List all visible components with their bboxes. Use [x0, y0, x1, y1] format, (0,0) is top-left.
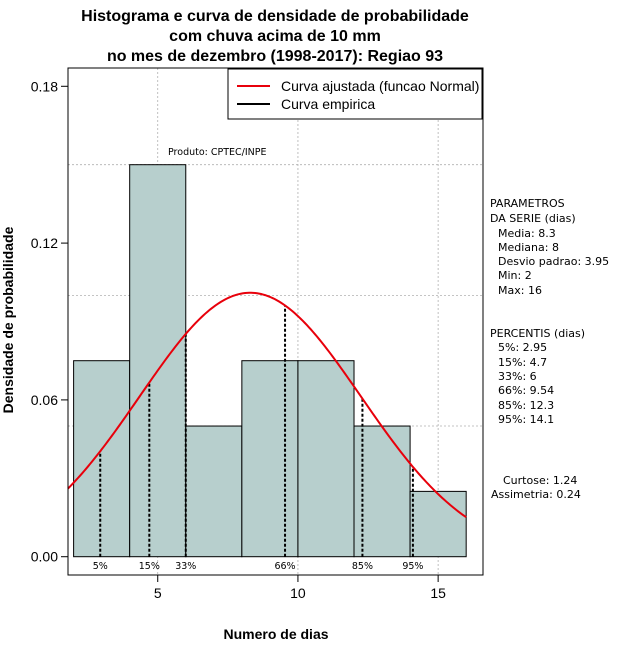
percentile-line: 5%: 2.95	[498, 341, 547, 354]
product-annotation: Produto: CPTEC/INPE	[168, 147, 267, 158]
normal-fit-curve	[67, 291, 467, 519]
percentile-label: 66%	[274, 561, 295, 572]
histogram-bars	[73, 164, 467, 558]
y-axis-label: Densidade de probabilidade	[0, 226, 16, 413]
percentile-label: 85%	[352, 561, 373, 572]
percentile-line: 66%: 9.54	[498, 384, 554, 397]
histogram-bar	[185, 425, 243, 558]
percentile-line: 95%: 14.1	[498, 413, 554, 426]
percentile-label: 95%	[402, 561, 423, 572]
legend-label-fit: Curva ajustada (funcao Normal)	[281, 78, 479, 94]
legend: Curva ajustada (funcao Normal) Curva emp…	[227, 68, 483, 120]
axes: 0.00 0.06 0.12 0.18 5 10 15	[31, 78, 446, 601]
x-axis-label: Numero de dias	[223, 626, 328, 642]
histogram-bar	[297, 360, 355, 558]
kurtosis-label: Curtose: 1.24	[503, 474, 577, 487]
histogram-bar	[129, 164, 187, 558]
chart-title-line-1: Histograma e curva de densidade de proba…	[81, 8, 469, 25]
percentile-lines: 5% 15% 33% 66% 85% 95%	[93, 305, 423, 572]
chart-title-line-3: no mes de dezembro (1998-2017): Regiao 9…	[107, 48, 443, 65]
param-line: DA SERIE (dias)	[490, 212, 576, 225]
histogram-bar	[241, 360, 299, 558]
percentile-label: 15%	[139, 561, 160, 572]
param-line: Desvio padrao: 3.95	[498, 255, 609, 268]
shape-panel: Curtose: 1.24 Assimetria: 0.24	[491, 474, 581, 501]
x-tick-label: 10	[290, 585, 306, 601]
percentile-label: 5%	[93, 561, 108, 572]
y-tick-label: 0.00	[31, 549, 58, 565]
param-line: Min: 2	[498, 269, 532, 282]
skewness-label: Assimetria: 0.24	[491, 488, 581, 501]
param-line: Media: 8.3	[498, 227, 556, 240]
x-tick-label: 5	[154, 585, 162, 601]
y-tick-label: 0.06	[31, 392, 58, 408]
chart-title-line-2: com chuva acima de 10 mm	[169, 28, 381, 45]
percentile-line: 85%: 12.3	[498, 399, 554, 412]
normal-fit-curve-layer	[67, 291, 467, 519]
percentile-line: PERCENTIS (dias)	[490, 327, 585, 340]
parameters-panel: PARAMETROS DA SERIE (dias) Media: 8.3 Me…	[490, 197, 609, 297]
percentile-line: 15%: 4.7	[498, 356, 547, 369]
percentiles-panel: PERCENTIS (dias) 5%: 2.95 15%: 4.7 33%: …	[490, 327, 585, 426]
percentile-line: 33%: 6	[498, 370, 537, 383]
legend-box	[227, 68, 483, 120]
plot-frame	[67, 67, 484, 576]
histogram-bar	[409, 490, 467, 558]
chart-title: Histograma e curva de densidade de proba…	[81, 8, 469, 65]
param-line: Max: 16	[498, 284, 542, 297]
y-tick-label: 0.18	[31, 78, 58, 94]
param-line: Mediana: 8	[498, 241, 559, 254]
legend-label-empirical: Curva empirica	[281, 96, 375, 112]
x-tick-label: 15	[430, 585, 446, 601]
percentile-label: 33%	[175, 561, 196, 572]
histogram-bar	[73, 360, 131, 558]
y-tick-label: 0.12	[31, 235, 58, 251]
param-line: PARAMETROS	[490, 197, 565, 210]
